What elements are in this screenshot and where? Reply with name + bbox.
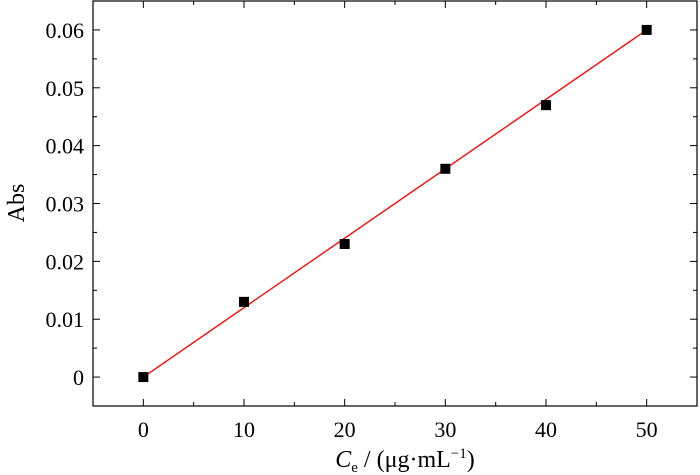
y-tick-label: 0.03 xyxy=(46,192,85,217)
data-point xyxy=(239,296,249,307)
markers xyxy=(138,24,652,383)
x-tick-label: 40 xyxy=(535,417,557,442)
x-axis-title-close: ) xyxy=(467,447,475,473)
y-tick-label: 0.06 xyxy=(46,18,85,43)
x-tick-label: 10 xyxy=(233,417,255,442)
x-tick-label: 0 xyxy=(138,417,149,442)
y-tick-label: 0.05 xyxy=(46,76,85,101)
fit-line xyxy=(142,29,648,378)
x-axis-title: Ce / (μg·mL−1) xyxy=(335,446,475,475)
x-axis-title-superscript: −1 xyxy=(451,446,467,462)
data-point xyxy=(138,372,149,383)
tick-labels: 0 10 20 30 40 50 0 0.01 0.02 0.03 0.04 0.05 0.06 xyxy=(46,18,658,442)
data-point xyxy=(440,163,451,174)
y-tick-label: 0 xyxy=(73,365,84,390)
x-tick-label: 50 xyxy=(636,417,658,442)
y-tick-label: 0.04 xyxy=(46,134,85,159)
x-tick-label: 20 xyxy=(334,417,356,442)
x-axis-title-symbol: C xyxy=(335,447,352,473)
x-axis-title-units: / (μg·mL xyxy=(358,447,451,473)
y-axis-title: Abs xyxy=(4,184,30,223)
y-tick-label: 0.01 xyxy=(46,307,85,332)
data-point xyxy=(641,24,652,35)
ticks xyxy=(92,0,698,407)
data-point xyxy=(339,239,350,249)
data-point xyxy=(541,100,551,111)
x-axis-title-subscript: e xyxy=(351,460,358,475)
y-tick-label: 0.02 xyxy=(46,249,85,274)
x-tick-label: 30 xyxy=(434,417,456,442)
